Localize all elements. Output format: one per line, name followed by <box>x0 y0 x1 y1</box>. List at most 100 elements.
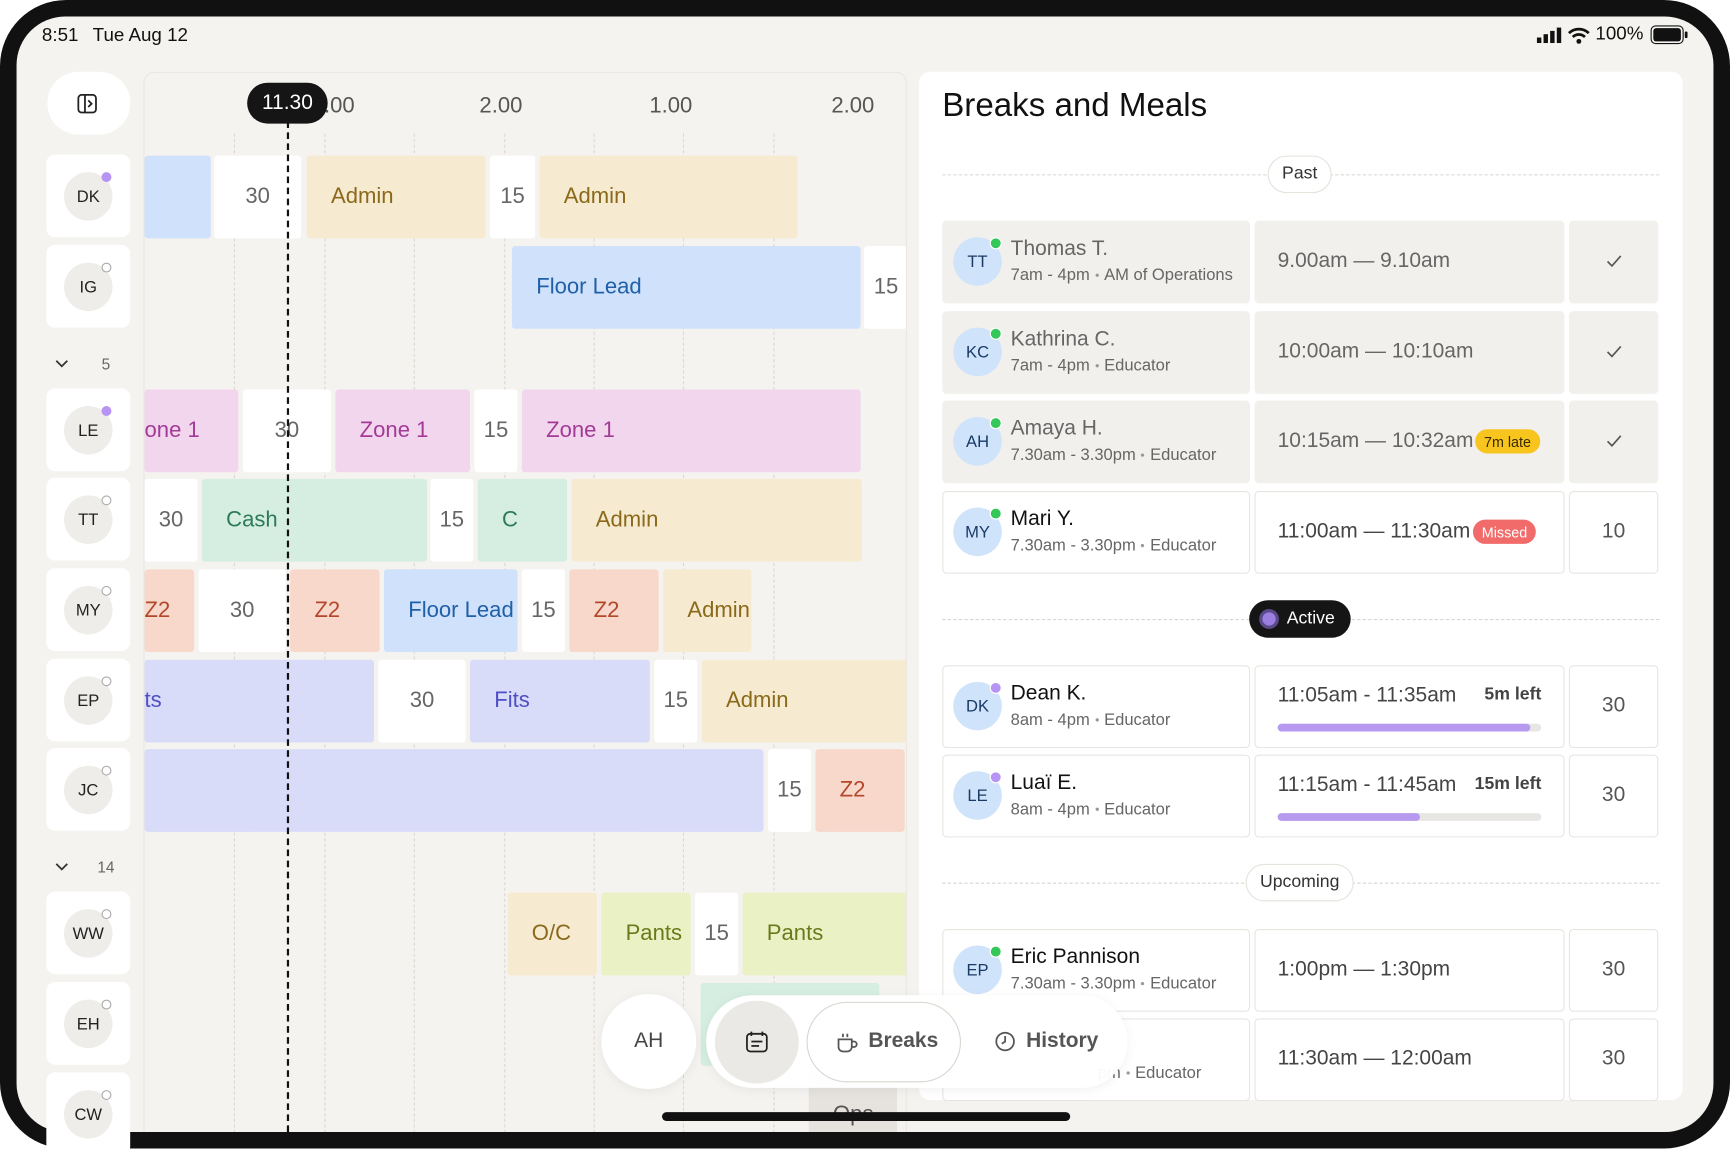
time-label: 2.00 <box>831 93 875 118</box>
timeline: 7.002.001.002.0030030Admin15AdminFloor L… <box>143 71 907 1133</box>
status-dot <box>101 406 112 416</box>
active-dot <box>1259 609 1279 629</box>
role: Educator <box>1104 710 1171 730</box>
status-time: 8:51 <box>41 24 79 46</box>
nav-history[interactable]: History <box>993 1022 1103 1062</box>
shift-block: 15 <box>767 749 811 832</box>
status-dot <box>101 585 112 596</box>
separator <box>1126 1071 1130 1075</box>
separator <box>1141 981 1145 986</box>
section-pill: Upcoming <box>1245 863 1354 902</box>
status-dot <box>989 417 1002 430</box>
shift-block: Fits <box>470 659 650 743</box>
time-label: 1.00 <box>649 93 693 118</box>
badge: Missed <box>1472 519 1537 544</box>
shift: 7.30am - 3.30pm <box>1010 536 1136 555</box>
shift-block: Admin <box>306 155 486 239</box>
role: Educator <box>1104 356 1171 376</box>
group-chevron[interactable] <box>55 360 68 369</box>
break-time: 10:00am — 10:10am <box>1277 339 1474 363</box>
duration-cell <box>1568 400 1659 484</box>
time-cell <box>1254 665 1565 749</box>
person-sub: 8am - 4pm Educator <box>1011 711 1171 730</box>
nav-breaks[interactable]: Breaks <box>806 1001 961 1083</box>
duration-cell <box>1568 928 1659 1012</box>
duration-cell <box>1568 490 1659 574</box>
break-time: 1:00pm — 1:30pm <box>1277 957 1451 981</box>
break-time: 11:30am — 12:00am <box>1277 1047 1472 1071</box>
status-dot <box>989 771 1002 784</box>
separator <box>1141 543 1145 548</box>
shift-block <box>144 749 764 832</box>
shift-block: O/C <box>507 892 597 976</box>
shift-block: Admin <box>663 569 752 653</box>
time-cell <box>1254 1018 1565 1102</box>
cup-icon <box>837 1033 858 1053</box>
duration: 30 <box>1601 693 1626 718</box>
shift-block: 30 <box>144 478 198 562</box>
status-dot <box>101 909 112 920</box>
section-pill: Active <box>1249 600 1351 638</box>
progress-fill <box>1277 723 1531 732</box>
separator <box>1095 273 1099 277</box>
duration-cell <box>1568 1018 1659 1102</box>
sidebar-toggle[interactable] <box>47 71 131 135</box>
person-name: Amaya H. <box>1010 417 1103 441</box>
check-icon <box>1606 345 1622 358</box>
time-cell <box>1254 754 1565 838</box>
shift-block: 30 <box>198 569 286 653</box>
badge: 7m late <box>1475 429 1540 454</box>
status-dot <box>989 507 1002 520</box>
status-dot <box>101 676 112 687</box>
shift-block: 15 <box>863 246 906 329</box>
time-label: 2.00 <box>479 93 523 118</box>
nav-breaks-label: Breaks <box>868 1029 939 1053</box>
nav-avatar[interactable]: AH <box>601 994 697 1089</box>
person-name: Kathrina C. <box>1010 327 1116 351</box>
duration-cell <box>1568 665 1659 749</box>
progress-fill <box>1277 813 1421 821</box>
shift: 7.30am - 3.30pm <box>1010 974 1136 993</box>
shift-block <box>144 155 211 239</box>
role: Educator <box>1135 1063 1202 1083</box>
duration-cell <box>1568 220 1659 304</box>
shift: 8am - 4pm <box>1010 710 1090 730</box>
remaining: 15m left <box>1474 774 1542 794</box>
check-icon <box>1606 255 1622 268</box>
home-indicator <box>661 1112 1071 1121</box>
separator <box>1095 364 1099 368</box>
grid-line <box>773 133 775 1133</box>
shift-block: Z2 <box>144 569 195 653</box>
person-name: Luaï E. <box>1010 771 1078 795</box>
time-cell <box>1254 311 1565 394</box>
shift-block: Pants <box>742 892 906 976</box>
role: Educator <box>1104 799 1171 819</box>
group-chevron[interactable] <box>55 863 68 872</box>
status-dot <box>989 681 1002 694</box>
duration: 30 <box>1601 957 1626 981</box>
shift-block: 30 <box>214 155 302 239</box>
break-time: 11:00am — 11:30am <box>1277 519 1471 543</box>
battery-icon <box>1650 25 1688 45</box>
duration-cell <box>1568 311 1659 394</box>
time-cell <box>1254 220 1565 304</box>
clock-icon <box>995 1031 1015 1052</box>
signal-icon <box>1536 27 1562 44</box>
role: Educator <box>1150 536 1217 555</box>
duration-cell <box>1568 754 1659 838</box>
group-count: 5 <box>101 355 111 373</box>
status-dot <box>989 237 1002 250</box>
shift-block: Zone 1 <box>521 389 861 473</box>
shift-block: 15 <box>521 569 565 653</box>
status-dot <box>101 765 112 776</box>
status-dot <box>101 172 112 183</box>
person-name: Thomas T. <box>1010 237 1109 261</box>
separator <box>1095 718 1099 722</box>
break-time: 9.00am — 9.10am <box>1277 249 1451 273</box>
current-time-pill: 11.30 <box>247 82 328 124</box>
group-count: 14 <box>97 858 115 877</box>
current-time-line <box>286 110 290 1133</box>
shift-block: Floor Lead <box>511 246 861 329</box>
